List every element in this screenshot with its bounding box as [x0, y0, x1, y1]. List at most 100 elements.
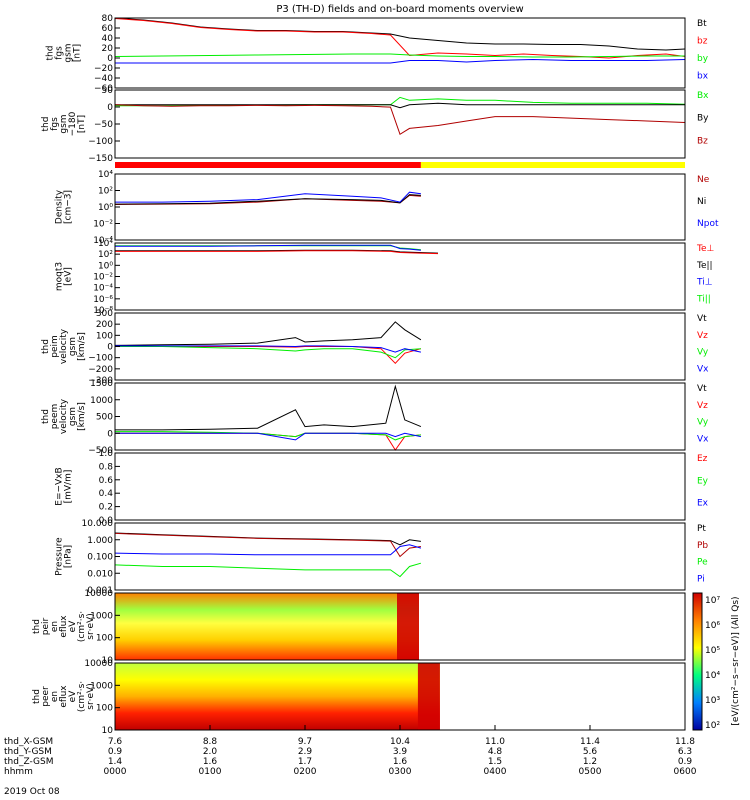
footer-row-label: thd_Z-GSM	[4, 757, 53, 767]
series-line-Npot	[115, 191, 421, 203]
y-tick-label: 0.2	[99, 503, 113, 513]
colorbar-label: [eV/(cm²−s−sr−eV)] (All Qs)	[731, 596, 741, 725]
y-axis-label: thd	[41, 117, 51, 132]
footer-value: 0600	[674, 767, 697, 777]
series-line-Pi	[114, 544, 422, 556]
y-axis-label: peem	[50, 404, 60, 430]
y-tick-label: 0	[107, 429, 113, 439]
legend-entry-Ti⊥: Ti⊥	[696, 278, 713, 288]
plot-title: P3 (TH-D) fields and on-board moments ov…	[276, 4, 523, 15]
y-tick-label: 10⁴	[98, 170, 113, 180]
footer-value: 2.0	[203, 747, 218, 757]
y-tick-label: 10⁰	[98, 261, 113, 271]
y-axis-label: en	[50, 621, 60, 632]
y-axis-label: eV	[68, 690, 78, 703]
date-label: 2019 Oct 08	[4, 787, 60, 797]
colorbar-tick-label: 10⁷	[705, 596, 720, 606]
y-axis-label: peer	[41, 686, 51, 707]
series-line-Vx	[115, 345, 422, 353]
series-line-Pb	[114, 532, 421, 558]
colorbar-tick-label: 10⁴	[705, 671, 720, 681]
y-axis-label: gsm	[59, 114, 69, 133]
y-tick-label: 1000	[90, 681, 113, 691]
y-axis-label: [km/s]	[77, 402, 87, 431]
legend-entry-Vx: Vx	[697, 364, 709, 374]
legend-entry-Vy: Vy	[697, 348, 709, 358]
y-tick-label: 40	[102, 34, 114, 44]
y-tick-label: 10⁻⁴	[93, 236, 113, 246]
footer-value: 3.9	[393, 747, 408, 757]
y-axis-label: thd	[41, 409, 51, 424]
colorbar: 10⁷ 10⁶ 10⁵ 10⁴ 10³ 10² [eV/(cm²−s−sr−eV)] (Al…	[692, 592, 741, 731]
footer-value: 0.9	[678, 757, 693, 767]
mode-bar-segment-1	[420, 162, 685, 168]
y-axis-label: −180	[68, 111, 78, 136]
footer-value: 7.6	[108, 737, 123, 747]
colorbar-tick-label: 10⁶	[705, 621, 720, 631]
legend-entry-Pe: Pe	[697, 558, 708, 568]
y-axis-label: thd	[41, 339, 51, 354]
legend-entry-Bx: Bx	[697, 91, 709, 101]
legend-entry-Pi: Pi	[697, 574, 705, 584]
legend-entry-Ti||: Ti||	[696, 294, 711, 304]
y-tick-label: 60	[102, 24, 114, 34]
legend-entry-Pb: Pb	[697, 541, 708, 551]
y-tick-label: 1.000	[87, 536, 113, 546]
y-axis-label: [mV/m]	[64, 470, 74, 504]
series-line-Vz	[115, 346, 422, 365]
y-tick-label: −50	[94, 120, 113, 130]
y-axis-label: [nT]	[73, 44, 83, 62]
footer-value: 5.6	[583, 747, 598, 757]
colorbar-tick-label: 10²	[705, 721, 720, 731]
y-tick-label: 10²	[98, 250, 113, 260]
y-tick-label: 1500	[90, 379, 113, 389]
footer-value: 1.4	[108, 757, 123, 767]
y-tick-label: −100	[88, 137, 113, 147]
y-axis-label: [nPa]	[64, 545, 74, 568]
footer-value: 9.7	[298, 737, 312, 747]
panel-frame	[114, 173, 686, 241]
legend-entry-Ni: Ni	[697, 197, 706, 207]
y-tick-label: −40	[94, 74, 113, 84]
y-axis-label: E=−VxB	[55, 467, 65, 505]
y-tick-label: 0.001	[87, 586, 113, 596]
legend-entry-Npot: Npot	[697, 219, 719, 229]
footer-value: 0.9	[108, 747, 123, 757]
colorbar-tick-label: 10⁵	[705, 646, 720, 656]
y-tick-label: 10.000	[82, 519, 114, 529]
footer-row-label: thd_X-GSM	[4, 737, 53, 747]
legend-entry-Vx: Vx	[697, 434, 709, 444]
series-line-Te||	[115, 249, 439, 254]
legend-entry-Vt: Vt	[697, 384, 707, 394]
y-axis-label: (cm²·s·	[77, 681, 87, 712]
y-tick-label: 80	[102, 14, 114, 24]
series-line-Vt	[114, 321, 422, 346]
series-line-Ni	[114, 194, 421, 205]
y-axis-label: moqt3	[55, 262, 65, 291]
series-line-Te⊥	[115, 250, 439, 255]
y-tick-label: 300	[96, 309, 113, 319]
y-tick-label: 0.8	[99, 462, 114, 472]
footer-value: 6.3	[678, 747, 692, 757]
y-axis-label: velocity	[59, 328, 69, 364]
legend-entry-Vz: Vz	[697, 331, 708, 341]
y-axis-label: peim	[50, 335, 60, 358]
panel-9: 10000 1000 100 10 thd peir en eflux eV (cm²·s· sr·…	[32, 589, 686, 666]
legend-entry-Ex: Ex	[697, 499, 709, 509]
footer-row-label: hhmm	[4, 767, 33, 777]
panel-6: 1500 1000 500 0 −500 thd peem velocity gsm [km/s]…	[41, 379, 709, 456]
y-tick-label: 10⁻²	[93, 220, 113, 230]
series-line-by	[114, 53, 685, 58]
legend-entry-by: by	[697, 54, 709, 64]
legend-entry-Vt: Vt	[697, 314, 707, 324]
footer-axis: thd_X-GSM 7.6 8.8 9.7 10.4 11.0 11.4 11.8 thd_Y-…	[4, 725, 697, 797]
footer-value: 11.4	[580, 737, 600, 747]
y-tick-label: 20	[102, 44, 114, 54]
footer-value: 0000	[104, 767, 127, 777]
footer-value: 0400	[484, 767, 507, 777]
legend-entry-Te⊥: Te⊥	[696, 244, 715, 254]
